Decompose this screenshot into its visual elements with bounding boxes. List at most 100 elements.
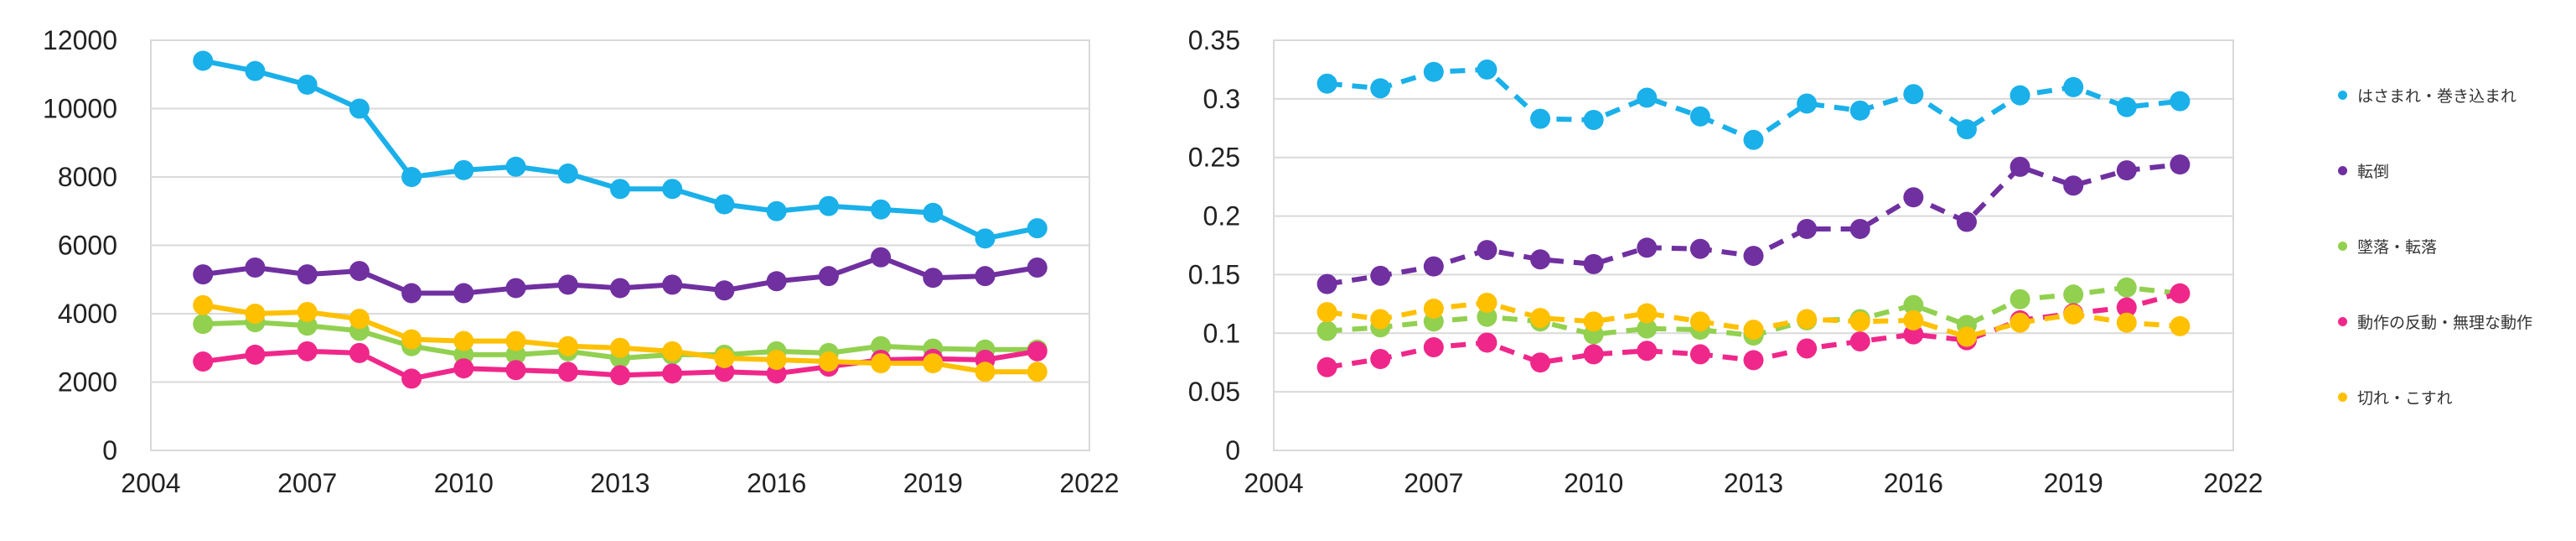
data-point <box>193 50 214 71</box>
y-tick-label: 0.35 <box>1188 25 1240 55</box>
data-point <box>2063 76 2084 97</box>
legend-label: 動作の反動・無理な動作 <box>2357 314 2533 332</box>
y-tick-label: 0.1 <box>1203 318 1240 348</box>
data-point <box>1477 292 1497 313</box>
data-point <box>2116 160 2137 181</box>
y-tick-label: 8000 <box>58 162 117 192</box>
y-tick-label: 10000 <box>43 94 117 124</box>
y-tick-label: 0.15 <box>1188 259 1240 289</box>
data-point <box>297 264 318 285</box>
x-tick-label: 2019 <box>903 468 963 498</box>
data-point <box>1956 119 1977 140</box>
data-point <box>975 266 996 287</box>
data-point <box>1637 87 1658 108</box>
x-tick-label: 2022 <box>1059 468 1119 498</box>
x-tick-label: 2019 <box>2044 468 2103 498</box>
data-point <box>193 264 214 285</box>
data-point <box>453 283 474 304</box>
counts-chart: 0 2000 4000 6000 8000 10000 12000 2004 2007 2010 2… <box>43 25 1120 498</box>
data-point <box>2170 315 2191 336</box>
data-point <box>662 341 683 362</box>
data-point <box>1903 294 1924 315</box>
data-point <box>714 194 735 215</box>
data-point <box>871 247 892 268</box>
data-point <box>1956 326 1977 347</box>
data-point <box>1797 218 1818 239</box>
x-tick-label: 2007 <box>1404 468 1463 498</box>
data-point <box>610 278 630 299</box>
series-1 <box>1316 154 2191 294</box>
data-point <box>1477 332 1497 353</box>
legend-label: はさまれ・巻き込まれ <box>2357 87 2517 106</box>
data-point <box>297 74 318 95</box>
data-point <box>349 342 370 363</box>
data-point <box>1370 78 1391 99</box>
data-point <box>662 179 683 200</box>
data-point <box>2116 96 2137 117</box>
data-point <box>1849 311 1870 332</box>
data-point <box>1903 84 1924 105</box>
data-point <box>975 362 996 382</box>
data-point <box>818 351 839 372</box>
data-point <box>1797 93 1818 114</box>
data-point <box>1689 311 1710 332</box>
data-point <box>610 337 630 358</box>
data-point <box>505 156 526 177</box>
legend-item: 墜落・転落 <box>2338 235 2437 257</box>
data-point <box>1316 73 1337 94</box>
data-point <box>1637 341 1658 362</box>
legend-marker <box>2338 242 2347 251</box>
data-point <box>1370 265 1391 286</box>
data-point <box>297 301 318 322</box>
legend-item: 動作の反動・無理な動作 <box>2338 310 2532 333</box>
data-point <box>1849 331 1870 352</box>
data-point <box>2010 312 2030 333</box>
data-point <box>923 353 944 374</box>
data-point <box>1849 218 1870 239</box>
y-tick-label: 4000 <box>58 299 117 329</box>
data-point <box>818 266 839 287</box>
data-point <box>2170 91 2191 112</box>
data-point <box>245 304 266 324</box>
data-point <box>662 274 683 295</box>
data-point <box>975 228 996 249</box>
series-1 <box>193 247 1047 304</box>
y-tick-label: 2000 <box>58 367 117 398</box>
data-point <box>1583 311 1604 332</box>
data-point <box>453 330 474 351</box>
x-tick-label: 2010 <box>434 468 494 498</box>
x-tick-label: 2022 <box>2203 468 2263 498</box>
data-point <box>245 344 266 365</box>
data-point <box>349 309 370 330</box>
data-point <box>557 362 578 382</box>
legend-marker <box>2338 91 2347 100</box>
data-point <box>1423 61 1444 82</box>
x-tick-label: 2016 <box>747 468 806 498</box>
legend-item: はさまれ・巻き込まれ <box>2338 84 2517 107</box>
data-point <box>1583 110 1604 131</box>
data-point <box>453 358 474 379</box>
x-tick-label: 2013 <box>590 468 649 498</box>
data-point <box>2010 289 2030 310</box>
data-point <box>401 368 422 389</box>
data-point <box>766 350 787 371</box>
data-point <box>1316 302 1337 323</box>
data-point <box>1370 349 1391 370</box>
data-point <box>1423 256 1444 277</box>
series-0 <box>193 50 1047 249</box>
data-point <box>1903 310 1924 330</box>
data-point <box>2063 175 2084 196</box>
data-point <box>557 274 578 295</box>
data-point <box>1743 129 1764 150</box>
x-tick-label: 2004 <box>121 468 180 498</box>
data-point <box>714 280 735 301</box>
data-point <box>2116 277 2137 298</box>
data-point <box>1027 257 1047 278</box>
y-tick-label: 0.25 <box>1188 143 1240 173</box>
data-point <box>2063 284 2084 305</box>
series-0 <box>1316 59 2191 150</box>
data-point <box>1583 344 1604 365</box>
data-point <box>1797 338 1818 359</box>
data-point <box>1530 352 1551 373</box>
